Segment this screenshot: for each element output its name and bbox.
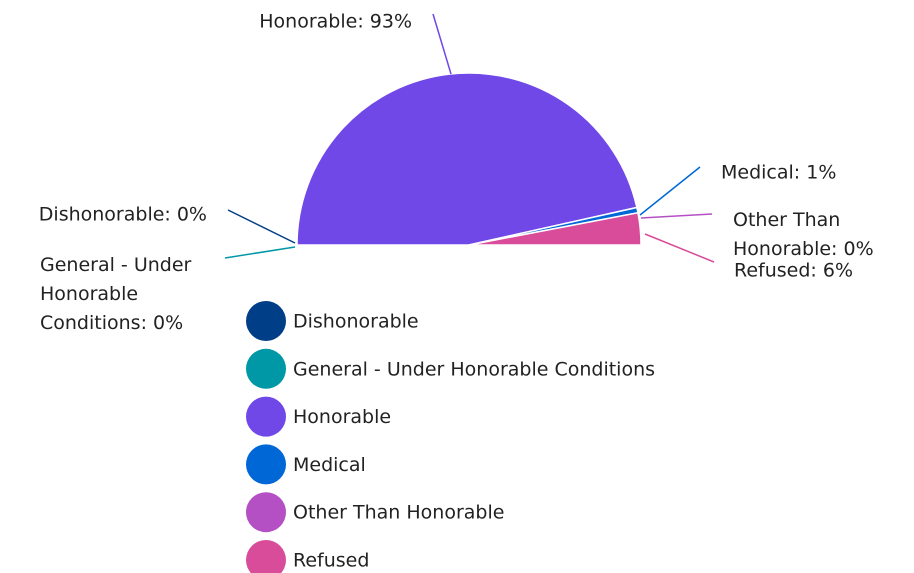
leader-line <box>224 246 296 259</box>
legend-swatch <box>246 301 286 341</box>
leader-line <box>227 209 296 244</box>
data-label: Dishonorable: 0% <box>39 204 207 226</box>
data-label: Other Than Honorable: 0% <box>733 209 874 260</box>
legend-label: Dishonorable <box>293 311 419 333</box>
slice <box>296 72 638 246</box>
data-label: Honorable: 93% <box>259 11 412 33</box>
data-label: General - Under Honorable Conditions: 0% <box>40 254 192 334</box>
legend-swatch <box>246 492 286 533</box>
slice <box>468 211 642 246</box>
data-label: Medical: 1% <box>721 162 836 184</box>
legend-swatch <box>246 540 286 573</box>
leader-line <box>640 213 713 219</box>
legend-label: Medical <box>293 454 366 476</box>
data-label: Refused: 6% <box>734 260 853 282</box>
legend-label: Refused <box>293 550 369 572</box>
legend-swatch <box>246 396 286 437</box>
legend-label: Honorable <box>293 406 391 428</box>
leader-line <box>644 233 715 263</box>
legend-label: General - Under Honorable Conditions <box>293 358 655 380</box>
leader-line <box>639 166 701 216</box>
leader-line <box>432 13 452 75</box>
legend-swatch <box>246 444 286 485</box>
legend-swatch <box>246 348 286 389</box>
legend-label: Other Than Honorable <box>293 502 504 524</box>
